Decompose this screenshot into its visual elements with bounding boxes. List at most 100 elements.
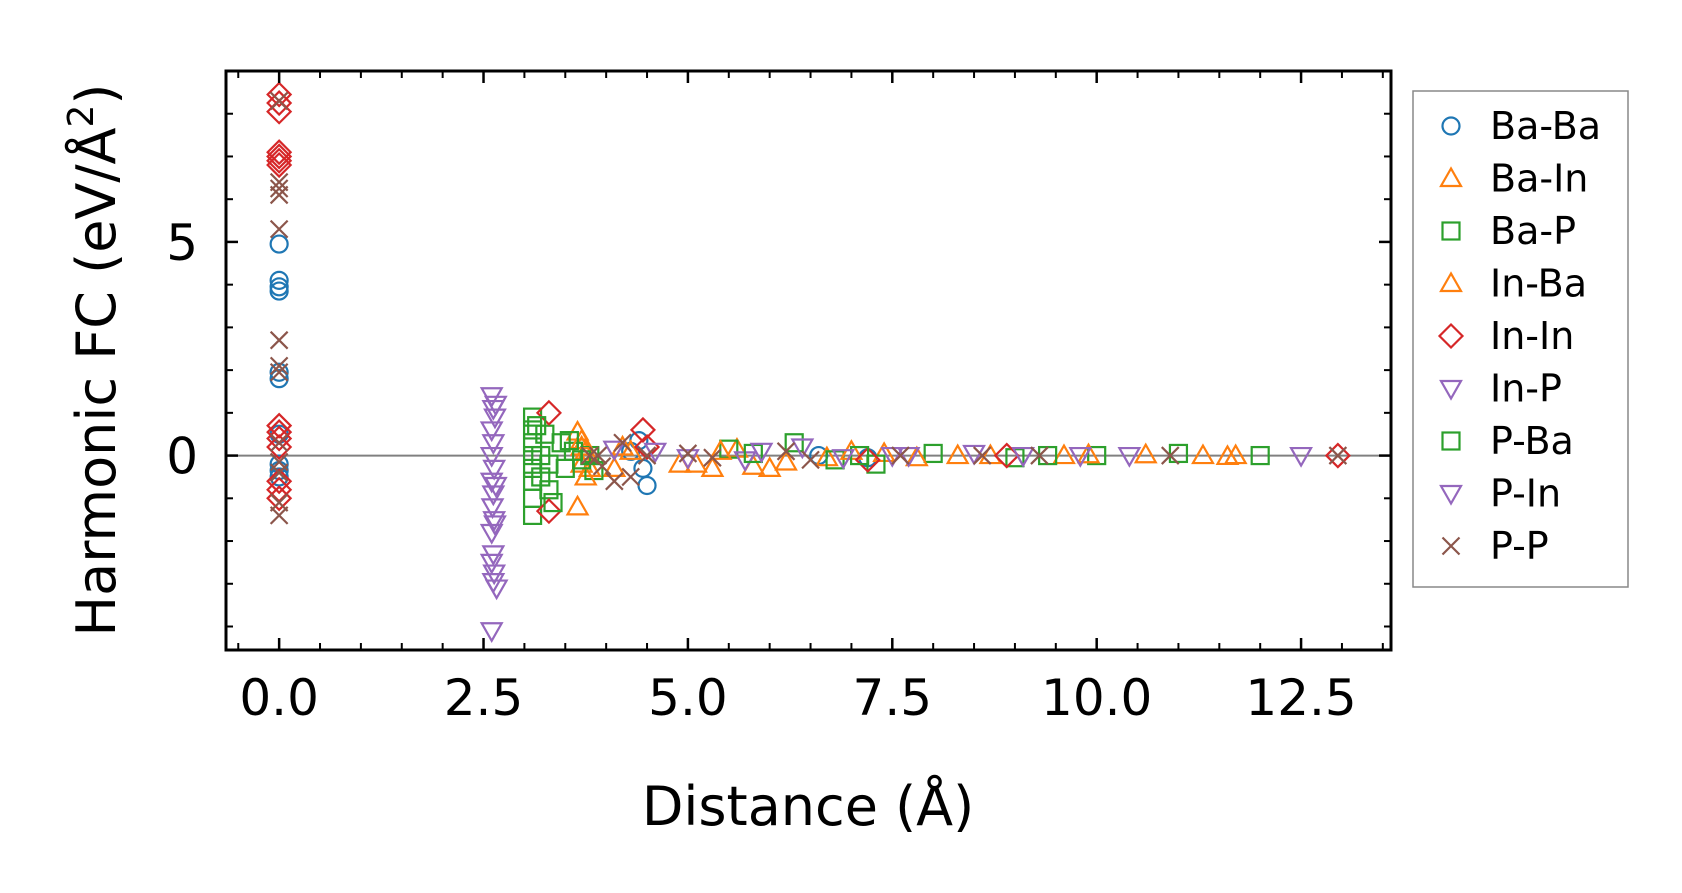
legend-item: P-In bbox=[1439, 472, 1561, 516]
data-point bbox=[269, 91, 289, 111]
data-point bbox=[555, 458, 575, 478]
data-point bbox=[1133, 442, 1158, 464]
y-axis-label-end: ) bbox=[65, 84, 128, 105]
data-point bbox=[1076, 442, 1101, 464]
legend-item: In-Ba bbox=[1439, 262, 1587, 306]
data-point bbox=[757, 456, 782, 477]
data-point bbox=[678, 444, 698, 463]
tick-labels-layer: 0.0 2.5 5.0 7.5 10.0 12.5 0 5 bbox=[166, 214, 1357, 727]
data-point bbox=[1011, 446, 1036, 468]
x-tick-label: 10.0 bbox=[1041, 669, 1152, 727]
data-point bbox=[266, 89, 293, 117]
data-point bbox=[831, 449, 856, 470]
x-tick-label: 5.0 bbox=[648, 669, 728, 727]
data-point bbox=[610, 434, 635, 456]
legend-label: In-P bbox=[1490, 367, 1562, 411]
data-point bbox=[565, 494, 590, 516]
y-tick-label: 5 bbox=[166, 214, 198, 272]
y-axis-label: Harmonic FC (eV/Å2) bbox=[61, 84, 128, 637]
x-tick-label: 2.5 bbox=[444, 669, 524, 727]
data-point bbox=[1324, 442, 1351, 469]
x-tick-label: 0.0 bbox=[239, 669, 319, 727]
data-point bbox=[972, 446, 992, 465]
series-p-in bbox=[483, 395, 1142, 601]
data-point bbox=[1250, 445, 1270, 466]
data-point bbox=[580, 446, 600, 465]
data-point bbox=[784, 433, 804, 453]
data-point bbox=[266, 433, 293, 461]
data-point bbox=[854, 446, 881, 473]
data-point bbox=[1117, 446, 1142, 468]
data-point bbox=[266, 147, 293, 174]
legend-item: P-Ba bbox=[1441, 419, 1574, 463]
data-point bbox=[479, 472, 504, 494]
data-point bbox=[483, 515, 507, 537]
data-point bbox=[962, 444, 986, 466]
data-point bbox=[269, 463, 289, 482]
data-point bbox=[535, 399, 562, 426]
data-point bbox=[1068, 446, 1093, 468]
data-point bbox=[266, 98, 293, 125]
data-point bbox=[482, 459, 507, 481]
data-point bbox=[904, 445, 929, 467]
data-point bbox=[269, 356, 289, 376]
data-point bbox=[269, 433, 289, 453]
data-point bbox=[480, 498, 505, 520]
series-p-p bbox=[269, 91, 1348, 525]
legend-label: P-In bbox=[1490, 472, 1561, 516]
data-point bbox=[602, 440, 627, 462]
legend-label: Ba-In bbox=[1490, 157, 1588, 201]
data-point bbox=[269, 369, 289, 389]
series-in-ba bbox=[569, 428, 1215, 486]
data-point bbox=[572, 450, 592, 470]
data-point bbox=[531, 445, 551, 466]
legend-marker bbox=[1437, 322, 1465, 350]
data-point bbox=[774, 449, 798, 471]
data-point bbox=[592, 456, 612, 476]
data-point bbox=[700, 456, 725, 477]
data-point bbox=[483, 408, 507, 430]
data-point bbox=[269, 185, 289, 205]
data-point bbox=[543, 492, 563, 513]
legend-marker bbox=[1439, 484, 1463, 506]
series-ba-in bbox=[565, 419, 1248, 516]
data-point bbox=[479, 622, 504, 643]
legend-marker bbox=[1441, 431, 1461, 451]
legend-item: In-In bbox=[1437, 314, 1574, 358]
data-point bbox=[605, 471, 624, 491]
data-point bbox=[1087, 445, 1107, 466]
data-point bbox=[266, 139, 293, 166]
data-point bbox=[629, 416, 657, 443]
data-point bbox=[1289, 446, 1313, 468]
data-point bbox=[269, 506, 289, 525]
data-point bbox=[613, 433, 632, 453]
data-point bbox=[269, 330, 289, 350]
data-point bbox=[776, 442, 796, 461]
legend-marker bbox=[1439, 166, 1463, 188]
data-point bbox=[559, 431, 579, 451]
data-point bbox=[484, 579, 509, 601]
legend-marker bbox=[1439, 379, 1463, 401]
data-point bbox=[266, 485, 293, 512]
data-point bbox=[522, 488, 543, 508]
data-point bbox=[527, 416, 547, 436]
legend-marker bbox=[1441, 116, 1461, 136]
data-point bbox=[633, 458, 653, 478]
y-axis-label-sup: 2 bbox=[61, 105, 102, 128]
data-point bbox=[1223, 443, 1248, 465]
data-point bbox=[637, 446, 657, 465]
data-point bbox=[588, 446, 608, 465]
data-point bbox=[482, 511, 507, 532]
data-point bbox=[1191, 443, 1215, 465]
data-point bbox=[749, 442, 774, 464]
data-point bbox=[479, 553, 504, 575]
x-tick-label: 12.5 bbox=[1245, 669, 1356, 727]
data-point bbox=[1328, 446, 1348, 465]
x-axis-label: Distance (Å) bbox=[642, 774, 974, 838]
data-point bbox=[945, 443, 970, 465]
legend-item: Ba-In bbox=[1439, 157, 1588, 201]
data-point bbox=[483, 395, 508, 417]
y-axis-label-main: Harmonic FC (eV/Å bbox=[64, 127, 128, 636]
legend-label: P-P bbox=[1490, 524, 1549, 568]
data-point bbox=[923, 443, 943, 464]
